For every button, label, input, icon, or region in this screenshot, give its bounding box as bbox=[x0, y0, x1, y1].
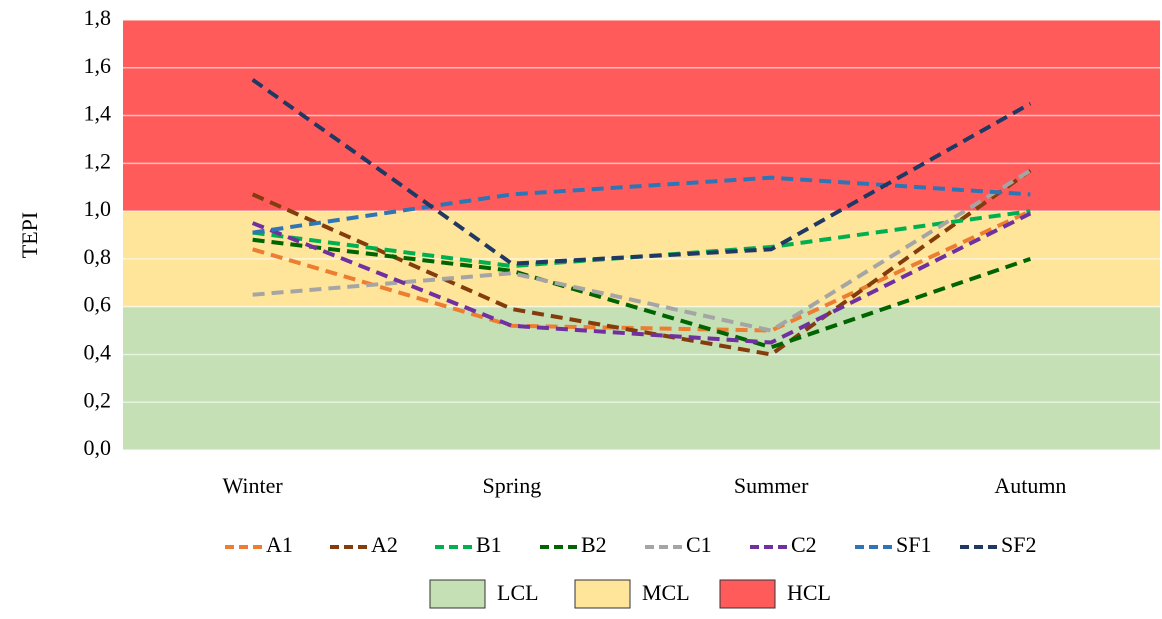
legend-label: SF2 bbox=[1001, 532, 1036, 557]
x-tick-label: Summer bbox=[734, 473, 809, 498]
y-tick-label: 1,8 bbox=[84, 5, 112, 30]
legend-label: C1 bbox=[686, 532, 712, 557]
y-tick-label: 1,6 bbox=[84, 53, 112, 78]
legend-label: B2 bbox=[581, 532, 607, 557]
y-tick-label: 0,0 bbox=[84, 435, 112, 460]
series-line bbox=[251, 78, 1032, 266]
legend-label: C2 bbox=[791, 532, 817, 557]
zone-legend-label: LCL bbox=[497, 580, 539, 605]
series-line bbox=[251, 168, 1032, 357]
y-axis-label: TEPI bbox=[17, 212, 42, 258]
zone-legend-label: MCL bbox=[642, 580, 690, 605]
zone-legend-swatch bbox=[429, 579, 486, 609]
zone bbox=[123, 306, 1160, 450]
series-line bbox=[251, 211, 1032, 345]
legend-label: A1 bbox=[266, 532, 293, 557]
y-tick-label: 0,4 bbox=[84, 339, 112, 364]
y-tick-label: 0,2 bbox=[84, 387, 112, 412]
series-line bbox=[252, 237, 1032, 350]
zone-legend-swatch bbox=[574, 579, 631, 609]
x-tick-label: Spring bbox=[483, 473, 542, 498]
legend-label: A2 bbox=[371, 532, 398, 557]
y-tick-label: 1,4 bbox=[84, 101, 112, 126]
series-line bbox=[252, 175, 1031, 235]
y-tick-label: 1,2 bbox=[84, 148, 112, 173]
zone-legend-label: HCL bbox=[787, 580, 831, 605]
zone-legend-swatch bbox=[719, 579, 776, 609]
y-tick-label: 0,6 bbox=[84, 292, 112, 317]
x-tick-label: Autumn bbox=[994, 473, 1066, 498]
legend-label: B1 bbox=[476, 532, 502, 557]
y-tick-label: 0,8 bbox=[84, 244, 112, 269]
y-tick-label: 1,0 bbox=[84, 196, 112, 221]
series-line bbox=[252, 209, 1032, 333]
x-tick-label: Winter bbox=[223, 473, 284, 498]
legend-label: SF1 bbox=[896, 532, 931, 557]
